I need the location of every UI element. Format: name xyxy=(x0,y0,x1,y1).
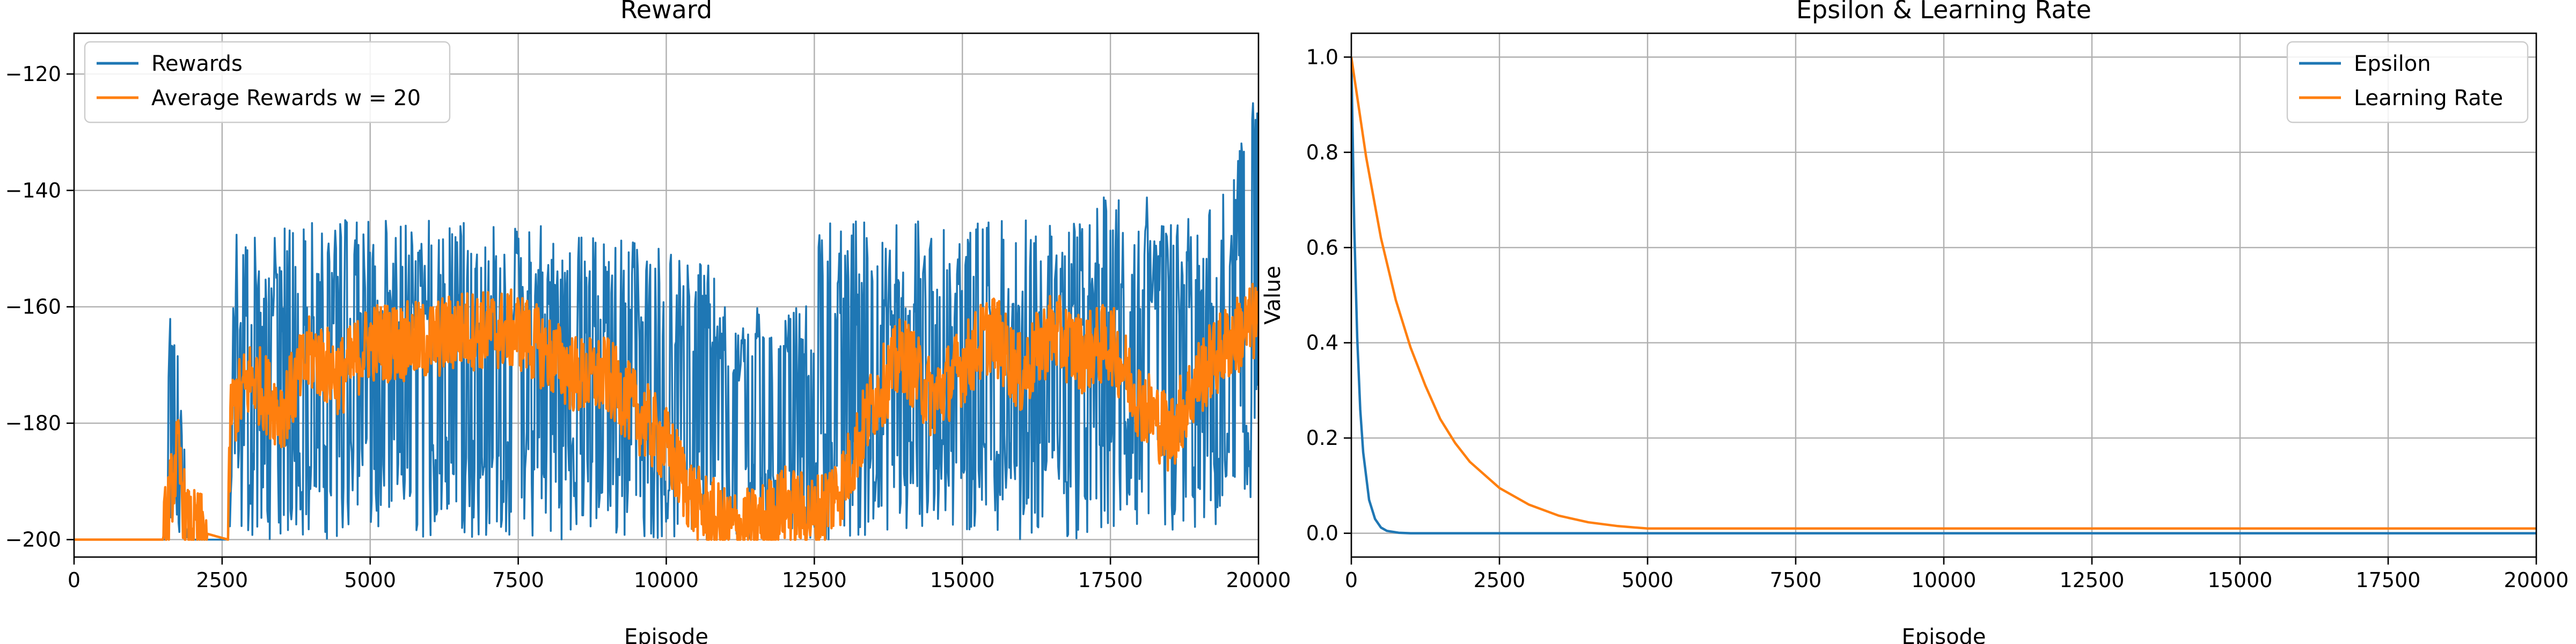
series-line-1 xyxy=(1351,57,2536,530)
y-tick-label: −140 xyxy=(5,179,61,202)
x-tick-label: 20000 xyxy=(1226,568,1291,592)
x-tick-label: 17500 xyxy=(1078,568,1143,592)
chart-title: Epsilon & Learning Rate xyxy=(1796,0,2091,24)
series-line-0 xyxy=(74,102,1258,541)
x-tick-label: 15000 xyxy=(930,568,995,592)
y-tick-label: −180 xyxy=(5,412,61,435)
x-tick-label: 15000 xyxy=(2208,568,2273,592)
x-tick-label: 5000 xyxy=(344,568,396,592)
legend-label-0: Rewards xyxy=(151,52,243,76)
legend: Rewards Average Rewards w = 20 xyxy=(84,41,451,123)
legend-box xyxy=(84,41,451,123)
series-group xyxy=(1351,57,2536,535)
y-tick-label: 0.0 xyxy=(1306,522,1338,545)
x-axis-label: Episode xyxy=(624,625,708,644)
x-tick-label: 7500 xyxy=(1770,568,1822,592)
x-tick-label: 7500 xyxy=(492,568,544,592)
x-tick-label: 0 xyxy=(1345,568,1358,592)
series-line-0 xyxy=(1351,57,2536,535)
x-tick-label: 12500 xyxy=(2060,568,2125,592)
x-tick-label: 20000 xyxy=(2504,568,2569,592)
x-tick-label: 2500 xyxy=(196,568,248,592)
epsilon-learning-rate-panel: 0 2500 5000 7500 10000 12500 15000 17500 20000 0.… xyxy=(1261,0,2568,644)
x-axis-label: Episode xyxy=(1901,625,1986,644)
x-tick-label: 0 xyxy=(68,568,80,592)
y-tick-label: 0.6 xyxy=(1306,236,1338,259)
legend-label-1: Average Rewards w = 20 xyxy=(151,86,421,111)
x-tick-label: 10000 xyxy=(634,568,699,592)
x-tick-label: 2500 xyxy=(1474,568,1526,592)
legend-label-1: Learning Rate xyxy=(2354,86,2503,111)
y-tick-label: 0.8 xyxy=(1306,141,1338,164)
x-tick-label: 5000 xyxy=(1622,568,1674,592)
y-axis-label: Value xyxy=(1261,266,1285,325)
y-tick-label: 1.0 xyxy=(1306,45,1338,69)
chart-title: Reward xyxy=(620,0,712,24)
y-tick-label: −160 xyxy=(5,295,61,319)
y-tick-label: 0.2 xyxy=(1306,426,1338,450)
legend: Epsilon Learning Rate xyxy=(2286,41,2529,123)
x-tick-label: 10000 xyxy=(1912,568,1977,592)
legend-label-0: Epsilon xyxy=(2354,52,2431,76)
reward-panel: 0 2500 5000 7500 10000 12500 15000 17500 20000 −2… xyxy=(5,0,1291,644)
legend-box xyxy=(2286,41,2529,123)
series-group xyxy=(74,102,1258,541)
y-tick-label: −120 xyxy=(5,62,61,86)
x-tick-label: 12500 xyxy=(782,568,847,592)
y-tick-label: −200 xyxy=(5,528,61,551)
series-line-1 xyxy=(74,283,1258,541)
x-tick-label: 17500 xyxy=(2356,568,2421,592)
y-tick-label: 0.4 xyxy=(1306,331,1338,355)
